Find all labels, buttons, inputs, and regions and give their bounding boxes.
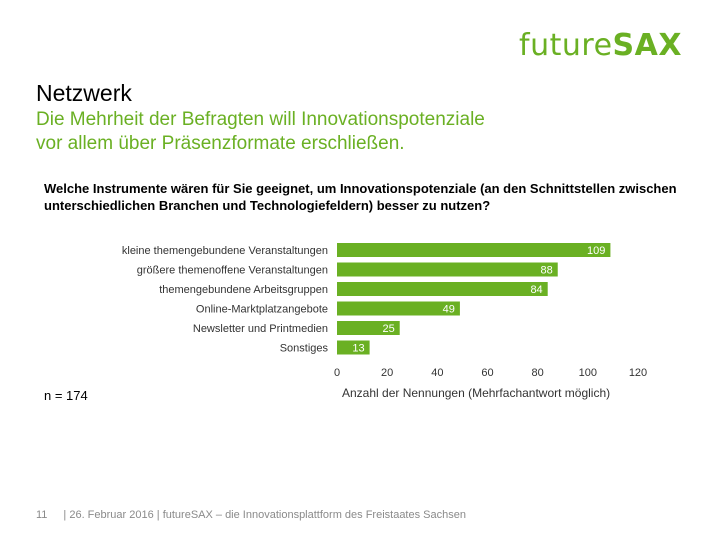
x-tick-label: 120 [629,367,647,379]
x-tick-label: 100 [579,367,597,379]
bar [337,301,460,316]
data-label: 88 [540,265,552,277]
data-label: 25 [382,323,394,335]
logo-text-light: future [519,28,613,63]
page-number: 11 [36,509,48,521]
x-tick-label: 0 [334,367,340,379]
logo-text-bold: SAX [612,28,682,63]
x-tick-label: 40 [431,367,443,379]
footer: 11 | 26. Februar 2016 | futureSAX – die I… [36,509,466,521]
bar [337,262,558,277]
data-label: 109 [587,245,605,257]
futuresax-logo: futureSAX [519,28,682,63]
bar [337,321,400,335]
category-label: kleine themengebundene Veranstaltungen [122,245,328,257]
x-tick-label: 80 [532,367,544,379]
category-label: größere themenoffene Veranstaltungen [137,265,328,277]
slide-title: Netzwerk [36,80,132,106]
x-tick-label: 20 [381,367,393,379]
bar [337,340,370,355]
subtitle-line-1: Die Mehrheit der Befragten will Innovati… [36,109,485,130]
data-label: 49 [443,304,455,316]
bar [337,243,611,257]
data-label: 13 [352,343,364,355]
bar [337,282,548,296]
category-label: Online-Marktplatzangebote [196,304,328,316]
sample-size: n = 174 [44,388,88,403]
slide-subtitle: Die Mehrheit der Befragten will Innovati… [36,108,636,156]
subtitle-line-2: vor allem über Präsenzformate erschließe… [36,133,405,154]
x-tick-label: 60 [481,367,493,379]
footer-text: | 26. Februar 2016 | futureSAX – die Inn… [63,509,466,521]
category-label: Newsletter und Printmedien [193,323,328,335]
survey-question: Welche Instrumente wären für Sie geeigne… [44,181,677,213]
x-axis-label: Anzahl der Nennungen (Mehrfachantwort mö… [342,386,610,400]
category-label: themengebundene Arbeitsgruppen [159,284,328,296]
data-label: 84 [530,284,542,296]
category-label: Sonstiges [280,343,329,355]
